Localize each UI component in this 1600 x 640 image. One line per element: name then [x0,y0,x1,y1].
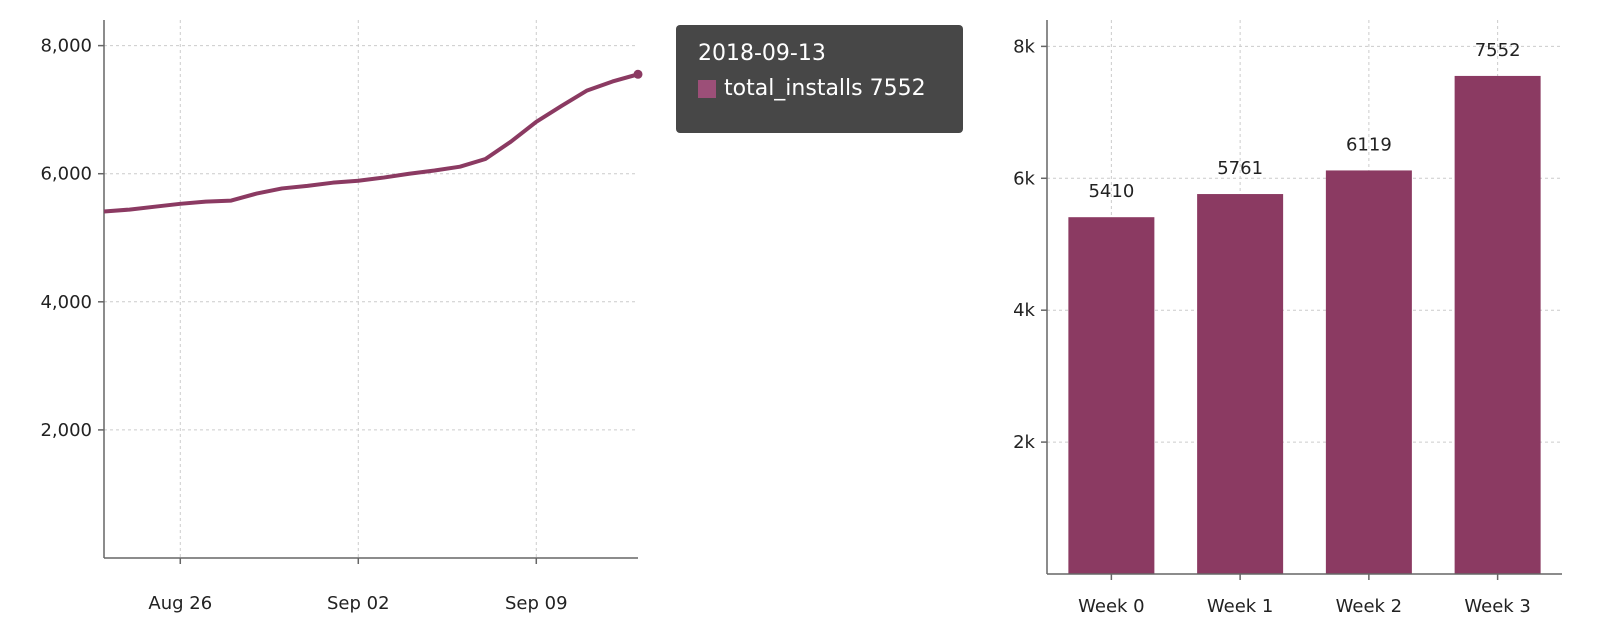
y-tick-label: 6k [1013,168,1035,189]
line-series-total-installs [103,72,639,214]
tooltip-series-value: 7552 [869,76,926,101]
bar-week-2 [1325,170,1412,574]
bar-value-label: 5761 [1217,158,1263,179]
y-tick-label: 2,000 [40,420,92,441]
bar-week-1 [1197,194,1284,574]
x-tick-label: Week 3 [1464,596,1531,617]
line-chart-tooltip: 2018-09-13 total_installs 7552 [676,25,963,133]
y-tick-label: 4k [1013,300,1035,321]
x-tick-label: Week 0 [1078,596,1145,617]
tooltip-series-label: total_installs [724,76,863,101]
y-tick-label: 2k [1013,432,1035,453]
bar-week-3 [1454,75,1541,575]
bar-value-label: 6119 [1346,134,1392,155]
tooltip-series-swatch [698,79,716,98]
x-tick-label: Aug 26 [148,593,212,614]
bar-value-label: 7552 [1475,40,1521,61]
y-tick-label: 6,000 [40,164,92,185]
x-tick-label: Sep 09 [505,593,568,614]
x-tick-label: Sep 02 [327,593,390,614]
x-tick-label: Week 1 [1207,596,1274,617]
y-tick-label: 8k [1013,36,1035,57]
hover-point [633,69,643,79]
y-tick-label: 8,000 [40,36,92,57]
bar-value-label: 5410 [1088,181,1134,202]
x-tick-label: Week 2 [1336,596,1403,617]
y-tick-label: 4,000 [40,292,92,313]
tooltip-date: 2018-09-13 [698,41,826,66]
bar-week-0 [1068,217,1155,574]
